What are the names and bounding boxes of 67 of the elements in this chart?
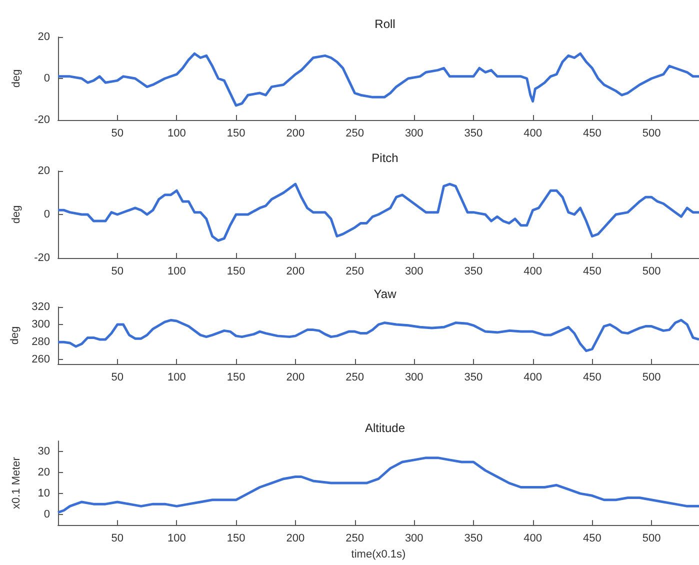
line-series: [56, 318, 699, 352]
x-tick-label: 450: [582, 266, 602, 278]
x-tick-label: 50: [111, 532, 124, 545]
y-tick-label: 10: [38, 488, 50, 500]
x-tick-label: 400: [524, 372, 542, 384]
y-tick-label: 0: [44, 72, 50, 84]
line-series: [56, 182, 699, 242]
y-tick-label: 320: [32, 301, 50, 313]
x-tick-label: 250: [346, 532, 364, 545]
y-axis-title: x0.1 Meter: [10, 456, 22, 510]
y-axis-title: deg: [10, 69, 22, 88]
x-tick-label: 100: [168, 372, 186, 384]
x-tick-label: 300: [404, 372, 424, 384]
x-tick-label: 150: [226, 372, 246, 384]
x-tick-label: 450: [582, 372, 602, 384]
x-tick-label: 350: [464, 128, 483, 140]
chart-title: Altitude: [364, 421, 406, 435]
y-tick-label: -20: [34, 114, 50, 126]
x-tick-label: 100: [168, 266, 186, 278]
y-tick-label: 0: [44, 208, 50, 220]
x-tick-label: 100: [168, 128, 186, 140]
x-tick-label: 350: [464, 266, 483, 278]
x-tick-label: 50: [111, 128, 124, 140]
chart-title: Pitch: [372, 151, 398, 165]
x-tick-label: 350: [464, 532, 483, 545]
x-tick-label: 250: [346, 372, 364, 384]
line-series: [56, 52, 699, 107]
y-tick-label: 300: [32, 318, 50, 331]
y-tick-label: 20: [38, 466, 50, 479]
x-tick-label: 400: [524, 128, 542, 140]
x-tick-label: 300: [404, 532, 424, 545]
chart-title: Yaw: [374, 287, 397, 301]
y-axis-title: deg: [10, 205, 22, 224]
y-tick-label: 30: [38, 446, 50, 458]
x-tick-label: 200: [286, 128, 305, 140]
chart-title: Roll: [374, 17, 396, 31]
x-tick-label: 50: [111, 372, 124, 384]
x-tick-label: 400: [524, 532, 542, 545]
y-axis-title: deg: [9, 326, 22, 345]
y-tick-label: 20: [38, 31, 50, 43]
x-tick-label: 150: [226, 532, 246, 545]
x-tick-label: 50: [111, 266, 124, 278]
x-tick-label: 200: [286, 532, 305, 545]
x-tick-label: 150: [226, 128, 246, 140]
x-tick-label: 200: [286, 266, 305, 278]
y-tick-label: 20: [38, 165, 50, 177]
x-tick-label: 500: [642, 532, 661, 545]
x-tick-label: 100: [168, 532, 186, 545]
x-tick-label: 500: [642, 128, 661, 140]
x-tick-label: 450: [582, 532, 602, 545]
x-tick-label: 350: [464, 372, 483, 384]
x-tick-label: 400: [524, 266, 542, 278]
x-tick-label: 500: [642, 372, 661, 384]
x-tick-label: 250: [346, 128, 364, 140]
x-tick-label: 300: [404, 266, 424, 278]
y-tick-label: 0: [44, 508, 50, 521]
x-tick-label: 450: [582, 128, 602, 140]
y-tick-label: 280: [32, 336, 50, 348]
x-tick-label: 200: [286, 372, 305, 384]
x-axis-title: time(x0.1s): [351, 548, 406, 560]
y-tick-label: -20: [34, 252, 50, 264]
x-tick-label: 250: [346, 266, 364, 278]
y-tick-label: 260: [32, 354, 50, 366]
x-tick-label: 500: [642, 266, 661, 278]
x-tick-label: 300: [404, 128, 424, 140]
x-tick-label: 150: [226, 266, 246, 278]
line-series: [56, 456, 699, 514]
